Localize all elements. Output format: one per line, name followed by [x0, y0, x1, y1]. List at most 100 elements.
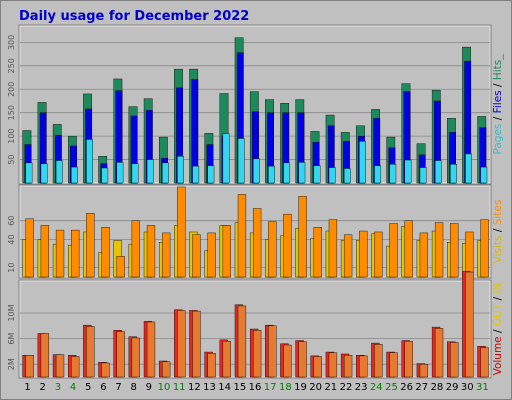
bar-out-day-1 [25, 355, 34, 378]
bar-pages-day-20 [313, 165, 321, 184]
bar-sites-day-6 [101, 227, 110, 278]
x-tick-label-day-9: 9 [146, 382, 152, 393]
bar-pages-day-23 [359, 141, 366, 184]
bar-sites-day-21 [328, 219, 338, 278]
bar-pages-day-19 [298, 162, 306, 184]
bar-out-day-13 [207, 353, 216, 378]
y-tick-label: 50 [7, 154, 16, 164]
x-tick-label-day-29: 29 [446, 382, 459, 393]
bar-out-day-30 [465, 271, 474, 378]
ylabel-part: Pages [492, 124, 504, 155]
bar-out-day-29 [450, 342, 459, 378]
bar-sites-day-22 [343, 234, 353, 278]
x-tick-label-day-16: 16 [249, 382, 262, 393]
y-tick-label: 6M [7, 333, 16, 345]
bar-out-day-19 [298, 341, 307, 378]
x-tick-label-day-5: 5 [85, 382, 91, 393]
x-tick-label-day-15: 15 [233, 382, 246, 393]
bar-out-day-24 [374, 344, 383, 378]
ylabel-part: OUT [492, 303, 504, 326]
ylabel-part: Files [492, 90, 504, 113]
panel-ylabel-hits: Pages / Files / Hits_ [492, 54, 504, 155]
ylabel-part: Sites [492, 200, 504, 226]
bar-pages-day-6 [101, 167, 109, 184]
bar-out-day-23 [359, 355, 368, 378]
bar-pages-day-18 [283, 162, 291, 184]
ylabel-part: Visits [492, 236, 504, 264]
bar-out-day-21 [328, 352, 338, 378]
x-tick-label-day-1: 1 [24, 382, 30, 393]
bar-out-day-28 [434, 328, 444, 378]
y-tick-label: 150 [7, 105, 16, 120]
ylabel-part: Hits [492, 60, 504, 80]
bar-out-day-9 [146, 321, 156, 378]
x-tick-label-day-25: 25 [385, 382, 398, 393]
bar-sites-day-23 [359, 230, 368, 278]
bar-pages-day-29 [450, 164, 457, 184]
bar-sites-day-29 [450, 223, 459, 278]
bar-sites-day-8 [131, 220, 140, 278]
bar-sites-day-4 [71, 229, 80, 278]
panel-border [18, 24, 492, 185]
panel-visits: 10 40 60 Visits / Sites [7, 184, 504, 279]
bar-sites-day-16 [252, 208, 262, 278]
y-tick-label: 2M [7, 358, 16, 370]
ylabel-part: / [492, 294, 504, 304]
bar-pages-day-17 [268, 165, 275, 184]
bar-sites-day-25 [389, 223, 398, 278]
x-tick-label-day-24: 24 [370, 382, 383, 393]
bar-out-day-22 [343, 355, 353, 378]
bar-sites-day-15 [237, 194, 247, 278]
bar-out-day-2 [40, 333, 50, 378]
bar-sites-day-10 [162, 232, 171, 278]
bar-out-day-5 [86, 326, 95, 378]
bar-sites-day-30 [465, 231, 474, 278]
x-tick-label-day-31: 31 [476, 382, 489, 393]
bar-pages-day-13 [207, 165, 215, 184]
bar-sites-day-14 [222, 225, 231, 278]
x-tick-label-day-26: 26 [400, 382, 413, 393]
bar-out-day-3 [55, 354, 65, 378]
bar-pages-day-22 [343, 168, 351, 184]
bar-sites-day-5 [86, 213, 95, 278]
y-tick-label: 10 [7, 263, 16, 273]
bar-pages-day-21 [328, 167, 336, 184]
x-tick-label-day-17: 17 [264, 382, 277, 393]
bar-out-day-31 [480, 347, 489, 378]
bar-sites-day-24 [374, 231, 383, 278]
bar-pages-day-24 [374, 165, 382, 184]
ylabel-part: / [492, 225, 504, 235]
ylabel-part: Volume [492, 336, 504, 375]
x-tick-label-day-20: 20 [309, 382, 322, 393]
x-tick-label-day-18: 18 [279, 382, 292, 393]
bar-sites-day-13 [207, 232, 216, 278]
bar-pages-day-7 [116, 162, 124, 184]
x-tick-label-day-22: 22 [340, 382, 353, 393]
bar-sites-day-28 [434, 222, 444, 278]
bar-pages-day-16 [252, 158, 260, 184]
bar-pages-day-10 [162, 162, 169, 184]
y-tick-label: 200 [7, 82, 16, 97]
bar-pages-day-30 [465, 153, 473, 184]
x-tick-label-day-21: 21 [324, 382, 337, 393]
bar-out-day-27 [419, 364, 429, 378]
ylabel-part: / [492, 113, 504, 123]
bar-sites-day-3 [55, 229, 65, 278]
panel-ylabel-volume: Volume / OUT / IN [492, 283, 504, 376]
panel-ylabel-visits: Visits / Sites [492, 200, 504, 264]
bar-out-day-11 [177, 310, 186, 378]
bar-sites-day-18 [283, 213, 292, 278]
x-tick-label-day-14: 14 [218, 382, 231, 393]
bar-out-day-12 [192, 310, 201, 378]
ylabel-part: / [492, 80, 504, 90]
bar-pages-day-27 [419, 167, 427, 184]
bar-out-day-10 [162, 361, 171, 378]
panel-border [18, 184, 492, 279]
bar-pages-day-3 [55, 160, 63, 184]
bar-sites-day-27 [419, 232, 429, 278]
y-tick-label: 40 [7, 234, 16, 244]
bar-pages-day-1 [25, 162, 33, 184]
y-tick-label: 10M [7, 304, 16, 321]
